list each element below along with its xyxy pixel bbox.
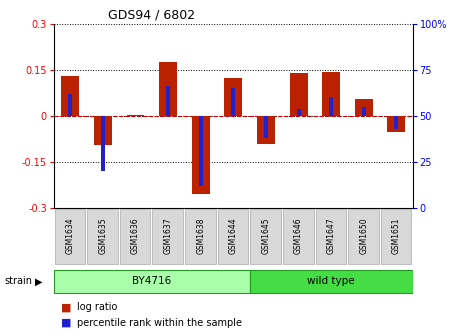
Bar [127, 115, 144, 116]
Bar [61, 77, 79, 116]
Text: GSM1637: GSM1637 [164, 217, 173, 254]
Bar [192, 116, 210, 195]
Bar [218, 209, 248, 264]
Bar [348, 209, 379, 264]
Bar [166, 86, 170, 116]
Bar [224, 78, 242, 116]
Text: GSM1651: GSM1651 [392, 217, 401, 254]
Bar [68, 94, 72, 116]
Bar [264, 116, 268, 138]
Bar [283, 209, 314, 264]
Text: GSM1645: GSM1645 [261, 217, 271, 254]
Text: GSM1636: GSM1636 [131, 217, 140, 254]
Text: GSM1647: GSM1647 [327, 217, 336, 254]
Bar [54, 270, 250, 293]
Text: GSM1634: GSM1634 [66, 217, 75, 254]
Bar [296, 109, 301, 116]
Text: log ratio: log ratio [77, 302, 118, 312]
Bar [387, 116, 405, 132]
Bar [381, 209, 411, 264]
Bar [199, 116, 203, 186]
Bar [250, 209, 281, 264]
Bar [362, 107, 366, 116]
Bar [322, 72, 340, 116]
Text: GSM1638: GSM1638 [196, 217, 205, 254]
Text: ■: ■ [61, 318, 71, 328]
Bar [355, 99, 373, 116]
Bar [289, 74, 308, 116]
Bar [231, 88, 235, 116]
Text: ▶: ▶ [35, 277, 43, 286]
Bar [394, 116, 398, 129]
Text: GSM1650: GSM1650 [359, 217, 368, 254]
Text: wild type: wild type [307, 277, 355, 286]
Text: strain: strain [5, 277, 33, 286]
Bar [54, 209, 85, 264]
Text: ■: ■ [61, 302, 71, 312]
Text: percentile rank within the sample: percentile rank within the sample [77, 318, 242, 328]
Text: BY4716: BY4716 [132, 277, 171, 286]
Bar [159, 62, 177, 116]
Bar [152, 209, 183, 264]
Bar [87, 209, 118, 264]
Bar [329, 97, 333, 116]
Text: GDS94 / 6802: GDS94 / 6802 [108, 8, 195, 22]
Bar [101, 116, 105, 171]
Bar [185, 209, 216, 264]
Text: GSM1644: GSM1644 [229, 217, 238, 254]
Bar [250, 270, 413, 293]
Bar [316, 209, 346, 264]
Bar [120, 209, 151, 264]
Bar [257, 116, 275, 144]
Text: GSM1635: GSM1635 [98, 217, 107, 254]
Text: GSM1646: GSM1646 [294, 217, 303, 254]
Bar [94, 116, 112, 145]
